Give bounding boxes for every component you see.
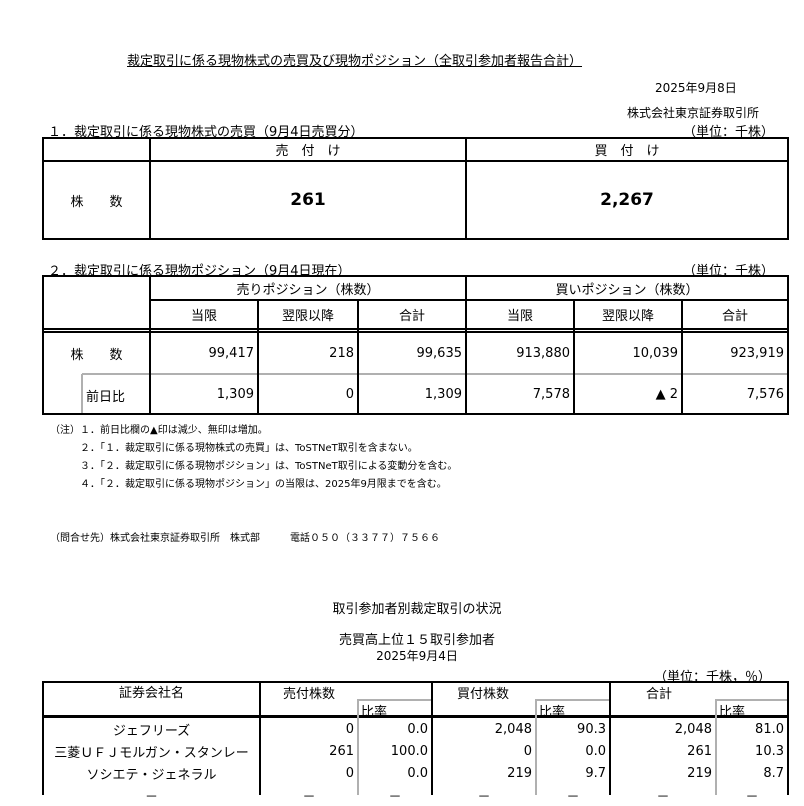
cell: 923,919 (730, 345, 784, 361)
subcol: 合計 (398, 309, 425, 324)
header-buy: 買付株数 (457, 687, 510, 702)
cell-total-ratio: 8.7 (763, 765, 784, 781)
cell: 7,576 (746, 386, 784, 402)
contact-info: （問合せ先）株式会社東京証券取引所 株式部 電話０５０（３３７７）７５６６ (50, 533, 440, 544)
cell: 0 (345, 386, 354, 402)
sell-value: 261 (290, 190, 326, 210)
subcol: 翌限以降 (601, 309, 654, 324)
note-1: （注）１．前日比欄の▲印は減少、無印は増加。 (50, 425, 268, 436)
cell: 1,309 (216, 386, 254, 402)
report-date: 2025年9月8日 (655, 81, 737, 95)
row1-label: 株 数 (70, 347, 123, 363)
part2-date: 2025年9月4日 (376, 649, 458, 663)
cell-total-ratio: 10.3 (755, 743, 784, 759)
note-3: ３．「２．裁定取引に係る現物ポジション」は、ToSTNeT取引による変動分を含む… (80, 461, 458, 472)
cell-sell-ratio: 100.0 (390, 743, 428, 759)
header-ratio: 比率 (719, 705, 746, 720)
cell-total: 261 (687, 743, 712, 759)
cell: 99,635 (416, 345, 463, 361)
cell-name: ジェフリーズ (112, 723, 191, 739)
header-sell: 売付株数 (283, 687, 336, 702)
subcol: 当限 (506, 309, 533, 324)
header-name: 証券会社名 (118, 686, 184, 701)
cell-total: － (656, 789, 670, 805)
row-label: 株 数 (70, 194, 123, 210)
cell: 1,309 (424, 386, 462, 402)
cell-name: 三菱ＵＦＪモルガン・スタンレー (54, 745, 249, 761)
col-buy: 買 付 け (594, 144, 660, 159)
section1-heading: １．裁定取引に係る現物株式の売買（9月4日売買分） (48, 125, 364, 140)
cell: ▲ 2 (655, 386, 678, 402)
cell-total-ratio: － (745, 789, 759, 805)
part2-subtitle: 売買高上位１５取引参加者 (338, 633, 495, 648)
page-title: 裁定取引に係る現物株式の売買及び現物ポジション（全取引参加者報告合計） (127, 54, 583, 69)
cell-buy: － (477, 789, 491, 805)
cell: 7,578 (532, 386, 570, 402)
cell-sell: 0 (345, 765, 354, 781)
subcol: 合計 (721, 309, 748, 324)
cell-sell: 0 (345, 721, 354, 737)
cell: 218 (329, 345, 354, 361)
header-ratio: 比率 (539, 705, 566, 720)
cell-sell: 261 (329, 743, 354, 759)
cell-name: － (144, 789, 158, 805)
cell-buy: 0 (523, 743, 532, 759)
cell-buy: 2,048 (494, 721, 532, 737)
cell-sell: － (302, 789, 316, 805)
subcol: 翌限以降 (281, 309, 334, 324)
group-buy-position: 買いポジション（株数） (555, 282, 699, 298)
note-2: ２．「１．裁定取引に係る現物株式の売買」は、ToSTNeT取引を含まない。 (80, 443, 418, 454)
cell-buy: 219 (507, 765, 532, 781)
note-4: ４．「２．裁定取引に係る現物ポジション」の当限は、2025年9月限までを含む。 (80, 479, 447, 490)
header-total: 合計 (646, 687, 673, 702)
cell-buy-ratio: 9.7 (585, 765, 606, 781)
cell-total: 219 (687, 765, 712, 781)
cell-buy-ratio: － (566, 789, 580, 805)
cell: 913,880 (516, 345, 570, 361)
cell: 99,417 (208, 345, 255, 361)
buy-value: 2,267 (600, 190, 654, 210)
cell-sell-ratio: 0.0 (407, 721, 428, 737)
cell-total-ratio: 81.0 (755, 721, 784, 737)
cell-sell-ratio: － (388, 789, 402, 805)
header-ratio: 比率 (361, 705, 388, 720)
subcol: 当限 (190, 309, 217, 324)
group-sell-position: 売りポジション（株数） (236, 282, 380, 298)
publisher: 株式会社東京証券取引所 (627, 106, 760, 120)
cell-name: ソシエテ・ジェネラル (86, 767, 217, 783)
cell-buy-ratio: 0.0 (585, 743, 606, 759)
part2-title: 取引参加者別裁定取引の状況 (332, 602, 502, 617)
col-sell: 売 付 け (275, 144, 341, 159)
cell-sell-ratio: 0.0 (407, 765, 428, 781)
section1-unit: （単位：千株） (683, 125, 775, 140)
cell-buy-ratio: 90.3 (577, 721, 606, 737)
cell: 10,039 (632, 345, 679, 361)
row2-label: 前日比 (86, 390, 126, 405)
cell-total: 2,048 (674, 721, 712, 737)
